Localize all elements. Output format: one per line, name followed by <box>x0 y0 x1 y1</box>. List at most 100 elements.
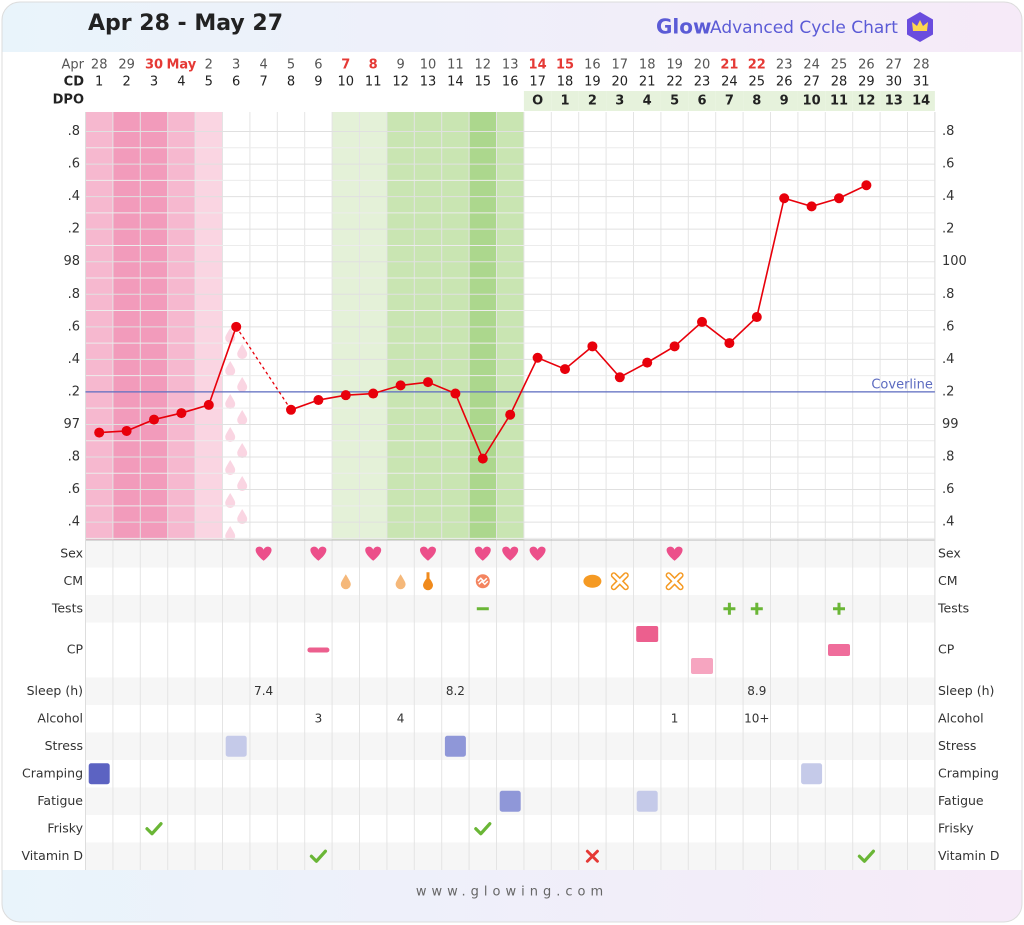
icon-part <box>529 546 546 561</box>
log-icon-square <box>636 790 658 812</box>
cd-label: 31 <box>913 75 930 90</box>
log-icon-heart <box>666 546 683 561</box>
log-icon-plus <box>750 602 763 615</box>
log-icon-square <box>88 763 110 785</box>
dpo-cell <box>715 91 744 111</box>
log-label-right: Sleep (h) <box>938 683 994 698</box>
icon-part <box>88 763 110 785</box>
temperature-point <box>176 408 187 419</box>
date-label: 13 <box>502 58 519 73</box>
log-icon-heart <box>365 546 382 561</box>
date-label: 18 <box>639 58 656 73</box>
dpo-label: 10 <box>803 94 821 109</box>
y-tick-label: .4 <box>68 189 80 204</box>
log-icon-pink-square <box>636 626 659 642</box>
dpo-cell <box>633 91 661 111</box>
log-icon-drop <box>340 574 351 590</box>
footer-band <box>2 870 1022 922</box>
icon-part <box>667 573 683 589</box>
y2-tick-label: 100 <box>942 254 967 269</box>
temperature-point <box>121 425 132 436</box>
date-label: 12 <box>475 58 492 73</box>
dpo-cell <box>688 91 716 111</box>
icon-part <box>750 602 763 615</box>
spotting-drop <box>225 328 236 343</box>
log-icon-cross-outline <box>665 572 684 591</box>
date-label: 19 <box>666 58 683 73</box>
cd-label: 11 <box>365 75 382 90</box>
date-label: 28 <box>91 58 108 73</box>
icon-part <box>145 822 163 836</box>
cd-label: 15 <box>475 75 492 90</box>
coverline-label: Coverline <box>871 377 933 392</box>
log-value: 7.4 <box>254 684 273 698</box>
cd-label: 14 <box>447 75 464 90</box>
cd-label: 22 <box>666 75 683 90</box>
row-label: Apr <box>62 58 85 73</box>
date-label: 10 <box>420 58 437 73</box>
title: Apr 28 - May 27 <box>88 11 283 36</box>
icon-part <box>365 546 382 561</box>
cd-label: 16 <box>502 75 519 90</box>
date-label: 22 <box>748 58 766 73</box>
cd-label: 6 <box>232 75 240 90</box>
day-shade <box>386 112 415 540</box>
icon-part <box>474 822 492 836</box>
cd-label: 28 <box>831 75 848 90</box>
cd-label: 3 <box>150 75 158 90</box>
log-icon-square <box>801 763 823 785</box>
temperature-point <box>669 341 680 352</box>
y2-tick-label: .6 <box>942 482 954 497</box>
log-icon-bottle <box>423 572 433 591</box>
icon-part <box>478 580 489 586</box>
temperature-point <box>779 193 790 204</box>
temperature-point <box>395 380 406 391</box>
dpo-cell <box>907 91 935 111</box>
log-label-right: Tests <box>937 600 969 615</box>
icon-part <box>636 790 658 812</box>
dpo-label: 11 <box>830 94 848 109</box>
log-icon-drop <box>395 574 406 590</box>
dpo-cell <box>797 91 826 111</box>
dpo-cell <box>551 91 579 111</box>
spotting-drop <box>225 361 236 377</box>
log-value: 1 <box>671 711 679 725</box>
day-shade <box>140 112 168 540</box>
date-label: 14 <box>529 58 547 73</box>
icon-part <box>828 644 850 656</box>
log-icon-cross-outline <box>610 572 629 591</box>
date-label: 16 <box>584 58 601 73</box>
log-value: 8.9 <box>747 684 766 698</box>
temperature-point <box>368 388 379 399</box>
date-label: 26 <box>858 58 875 73</box>
header-band <box>2 2 1022 52</box>
cd-label: 12 <box>392 75 409 90</box>
spotting-drop <box>237 344 248 359</box>
icon-part <box>426 572 430 579</box>
y2-tick-label: .6 <box>942 319 954 334</box>
icon-part <box>477 577 488 583</box>
y2-tick-label: .6 <box>942 157 954 172</box>
log-icon-value: 4 <box>397 711 405 725</box>
icon-part <box>474 546 491 561</box>
y-tick-label: .8 <box>68 124 80 139</box>
dpo-cell <box>880 91 908 111</box>
temperature-point <box>861 180 872 191</box>
cd-label: 29 <box>858 75 875 90</box>
gap-connector <box>235 326 292 411</box>
cd-label: 10 <box>338 75 355 90</box>
day-shade <box>332 112 360 540</box>
log-label-right: Sex <box>938 545 961 560</box>
log-icon-value: 3 <box>315 711 323 725</box>
icon-part <box>636 626 659 642</box>
dpo-label: 7 <box>725 94 734 109</box>
log-label-right: Vitamin D <box>938 848 999 863</box>
cd-label: 17 <box>529 75 546 90</box>
dpo-label: 1 <box>560 94 569 109</box>
log-label-right: Frisky <box>938 820 974 835</box>
dpo-label: 2 <box>588 94 597 109</box>
dpo-label: 4 <box>643 94 652 109</box>
icon-part <box>857 849 876 863</box>
icon-part <box>499 790 521 812</box>
icon-part <box>420 546 436 561</box>
